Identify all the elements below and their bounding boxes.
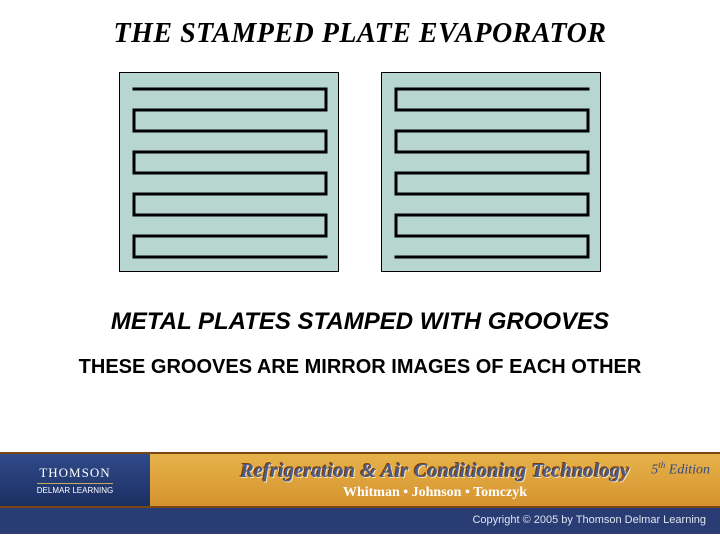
serpentine-left-icon <box>120 73 340 273</box>
serpentine-right-icon <box>382 73 602 273</box>
subtitle-text: METAL PLATES STAMPED WITH GROOVES <box>0 308 720 336</box>
book-authors: Whitman • Johnson • Tomczyk <box>343 485 527 501</box>
edition-word: Edition <box>669 463 710 478</box>
copyright-text: Copyright © 2005 by Thomson Delmar Learn… <box>472 514 706 526</box>
book-title: Refrigeration & Air Conditioning Technol… <box>240 460 629 483</box>
copyright-bar: Copyright © 2005 by Thomson Delmar Learn… <box>0 508 720 534</box>
publisher-brand: THOMSON DELMAR LEARNING <box>0 454 150 506</box>
publisher-name: THOMSON <box>39 465 110 481</box>
edition-label: 5th Edition <box>651 460 710 479</box>
plate-left <box>119 72 339 272</box>
caption-text: THESE GROOVES ARE MIRROR IMAGES OF EACH … <box>0 356 720 379</box>
footer-banner: THOMSON DELMAR LEARNING 5th Edition Refr… <box>0 452 720 540</box>
publisher-subname: DELMAR LEARNING <box>37 483 113 495</box>
slide-title: THE STAMPED PLATE EVAPORATOR <box>0 0 720 50</box>
footer-top-row: THOMSON DELMAR LEARNING 5th Edition Refr… <box>0 452 720 508</box>
edition-suffix: th <box>658 460 665 470</box>
plate-right <box>381 72 601 272</box>
book-title-block: 5th Edition Refrigeration & Air Conditio… <box>150 454 720 506</box>
plates-container <box>0 72 720 272</box>
